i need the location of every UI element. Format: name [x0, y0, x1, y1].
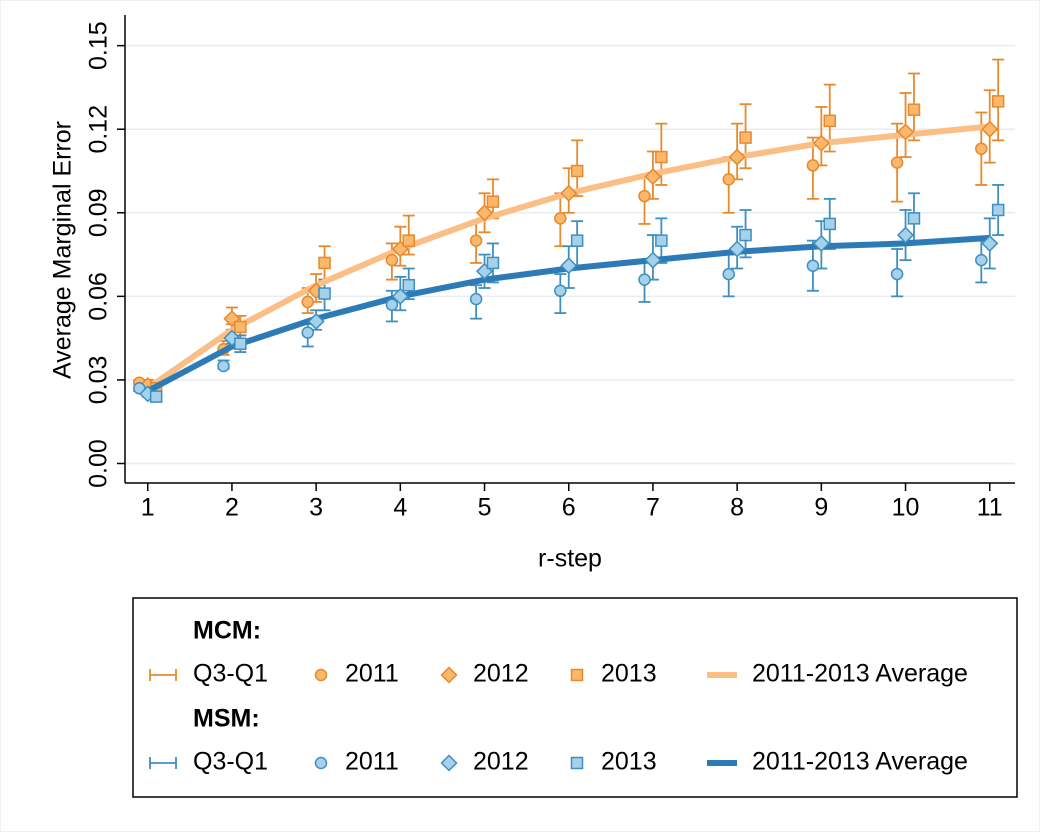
legend-symbol [440, 666, 458, 684]
data-point [638, 189, 651, 203]
data-point [486, 256, 500, 270]
x-axis-label: r-step [538, 545, 602, 573]
x-tick-label: 3 [309, 494, 323, 522]
legend-symbol [314, 668, 328, 682]
legend-label: 2012 [473, 748, 529, 776]
data-point [728, 240, 746, 258]
legend-label: 2011 [345, 660, 399, 688]
y-tick-label: 0.15 [85, 21, 113, 70]
data-point [554, 284, 567, 298]
data-point [385, 253, 399, 267]
data-point [223, 329, 241, 347]
legend-header: MCM: [193, 617, 261, 645]
data-point [149, 390, 163, 403]
data-point [644, 168, 662, 186]
data-point [234, 320, 247, 334]
x-tick-label: 2 [225, 494, 239, 522]
data-point [812, 234, 830, 252]
legend-label: Q3-Q1 [193, 748, 268, 776]
data-point [318, 256, 331, 270]
data-point [638, 273, 651, 286]
data-point [234, 337, 247, 350]
x-tick-label: 11 [977, 494, 1003, 522]
data-point [896, 226, 915, 244]
y-axis-label: Average Marginal Error [49, 121, 77, 379]
data-point [907, 103, 921, 116]
x-tick-label: 1 [141, 494, 155, 522]
legend-label: 2011-2013 Average [752, 748, 968, 776]
x-tick-label: 4 [393, 494, 407, 522]
legend-box [132, 597, 1018, 798]
data-point [402, 278, 416, 292]
legend-header: MSM: [193, 705, 260, 733]
data-point [223, 310, 241, 328]
legend-symbol [440, 754, 458, 772]
data-point [890, 267, 904, 281]
legend-label: 2013 [601, 748, 657, 776]
data-point [644, 251, 662, 269]
data-point [486, 195, 500, 208]
x-tick-label: 7 [646, 494, 660, 522]
data-point [890, 156, 904, 169]
data-point [991, 203, 1005, 217]
legend-label: 2011-2013 Average [752, 660, 968, 688]
legend-symbol [314, 756, 328, 770]
data-point [991, 95, 1005, 108]
data-point [896, 123, 915, 141]
legend-label: 2012 [473, 660, 529, 688]
legend-symbol [570, 756, 584, 770]
y-tick-label: 0.00 [85, 439, 113, 488]
data-point [739, 228, 752, 242]
data-point [570, 164, 584, 178]
data-point [975, 253, 988, 267]
data-point [722, 173, 735, 186]
data-point [391, 287, 409, 305]
x-tick-label: 10 [892, 494, 920, 522]
legend-label: Q3-Q1 [193, 660, 268, 688]
data-point [307, 312, 325, 330]
data-point [402, 234, 416, 247]
data-point [217, 359, 230, 373]
data-point [806, 259, 820, 272]
data-point [823, 217, 837, 231]
data-point [728, 148, 746, 166]
data-point [739, 131, 752, 144]
data-point [301, 326, 314, 339]
data-point [975, 142, 988, 155]
x-tick-label: 5 [478, 494, 492, 522]
data-point [554, 212, 567, 225]
data-point [385, 298, 399, 311]
data-point [469, 292, 483, 306]
x-tick-label: 9 [814, 494, 828, 522]
legend-symbol [570, 668, 584, 682]
data-point [469, 234, 483, 247]
legend-label: 2013 [601, 660, 657, 688]
data-point [301, 295, 314, 309]
data-point [560, 257, 578, 275]
legend-label: 2011 [345, 748, 399, 776]
y-tick-label: 0.12 [85, 105, 113, 154]
y-tick-label: 0.06 [85, 272, 113, 321]
x-tick-label: 6 [562, 494, 576, 522]
data-point [907, 212, 921, 225]
data-point [806, 159, 820, 172]
data-point [981, 120, 999, 138]
data-point [318, 287, 331, 300]
data-point [560, 184, 578, 202]
data-point [570, 234, 584, 247]
data-point [655, 234, 668, 247]
data-point [823, 114, 837, 128]
data-point [722, 267, 735, 281]
data-point [655, 150, 668, 164]
data-point [812, 134, 830, 152]
x-tick-label: 8 [730, 494, 744, 522]
y-tick-label: 0.09 [85, 188, 113, 237]
data-point [981, 234, 999, 252]
y-tick-label: 0.03 [85, 356, 113, 405]
data-point [475, 204, 494, 222]
